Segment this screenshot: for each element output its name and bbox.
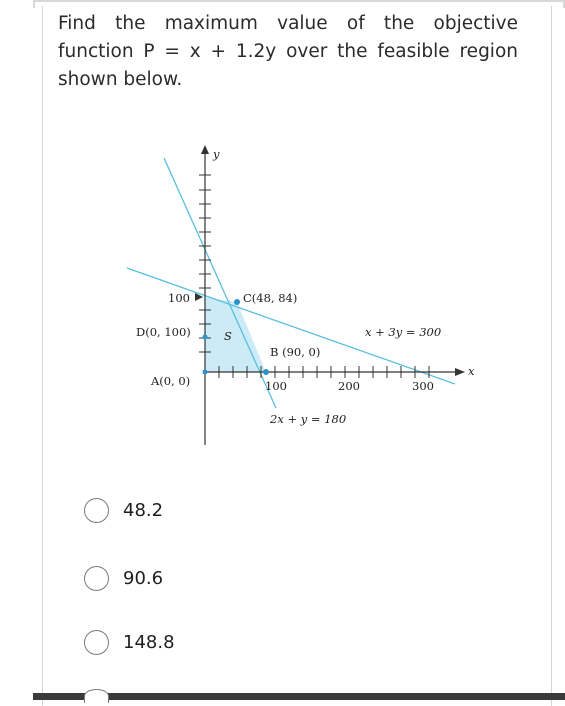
radio-button[interactable]	[84, 497, 109, 523]
option-label: 48.2	[123, 499, 164, 521]
x-axis-arrow	[455, 368, 465, 376]
option-label: 90.6	[123, 567, 164, 589]
radio-button-partial[interactable]	[84, 689, 109, 703]
point-D	[202, 334, 208, 340]
x-axis-ticks	[218, 366, 430, 378]
bottom-bar	[33, 693, 565, 700]
point-label-C: C(48, 84)	[243, 291, 297, 305]
question-text: Find the maximum value of the objective …	[58, 13, 518, 90]
line-label-x-3y: x + 3y = 300	[365, 325, 441, 339]
feasible-region-S	[205, 297, 266, 372]
option-148-8[interactable]: 148.8	[84, 627, 384, 657]
x-axis-label: x	[468, 364, 475, 378]
x-tick-300: 300	[412, 379, 434, 393]
line-label-2x-y: 2x + y = 180	[269, 412, 346, 426]
y-axis-arrow	[201, 145, 209, 154]
top-border	[33, 0, 565, 8]
y-axis-ticks	[199, 174, 211, 353]
radio-button[interactable]	[84, 629, 109, 655]
point-C	[234, 299, 240, 305]
option-48-2[interactable]: 48.2	[84, 495, 384, 525]
option-90-6[interactable]: 90.6	[84, 563, 384, 593]
point-label-B: B (90, 0)	[270, 345, 320, 359]
question-card	[42, 6, 552, 706]
constraint-line-x-3y-300	[126, 267, 456, 385]
x-tick-200: 200	[338, 379, 360, 393]
region-label: S	[224, 329, 232, 343]
point-B	[263, 369, 269, 375]
constraint-line-2x-y-180	[163, 157, 277, 409]
y-axis-label: y	[212, 147, 220, 161]
point-A	[202, 369, 208, 375]
option-label: 148.8	[123, 631, 175, 653]
x-tick-100: 100	[265, 379, 287, 393]
tick-100-arrow	[195, 293, 203, 301]
y-tick-100: 100	[168, 291, 190, 305]
point-label-A: A(0, 0)	[150, 374, 190, 388]
radio-button[interactable]	[84, 565, 109, 591]
point-label-D: D(0, 100)	[136, 325, 191, 339]
